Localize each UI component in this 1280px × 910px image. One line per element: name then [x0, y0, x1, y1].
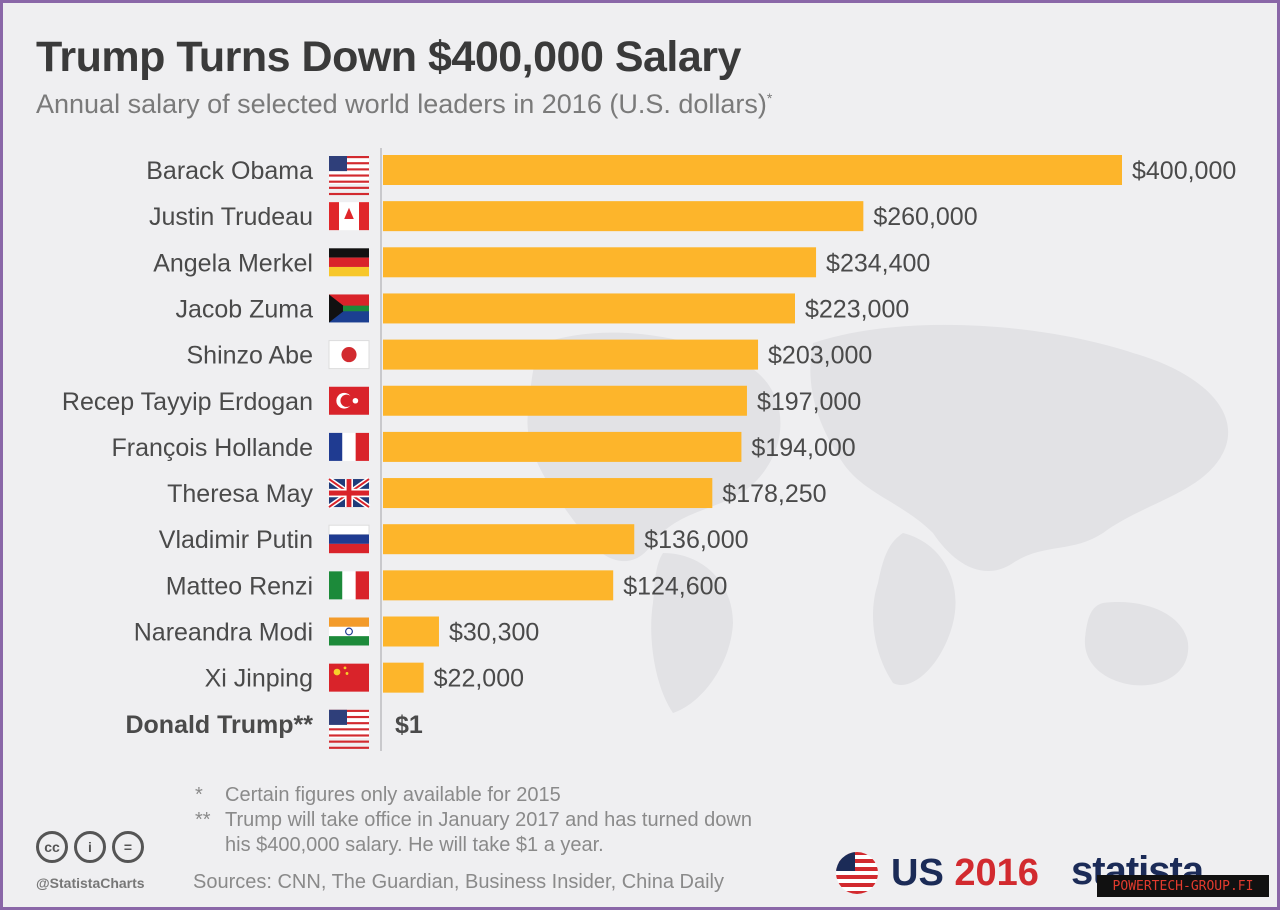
us-2016-label: US 2016	[891, 852, 1039, 895]
bar-row: Justin Trudeau $260,000	[149, 201, 978, 232]
footnote-text: Certain figures only available for 2015	[225, 784, 561, 806]
bar	[383, 339, 759, 370]
bar-row: Donald Trump** $1	[125, 709, 423, 749]
footnote-text: Trump will take office in January 2017 a…	[225, 809, 752, 831]
value-label: $400,000	[1132, 157, 1236, 185]
bar	[383, 201, 864, 232]
bar	[383, 247, 817, 278]
value-label: $136,000	[644, 526, 748, 554]
footnote-mark: *	[195, 784, 203, 806]
category-label: François Hollande	[112, 434, 314, 462]
bar-row: Nareandra Modi $30,300	[134, 616, 539, 647]
footnote-2: ** Trump will take office in January 2017…	[195, 808, 752, 833]
flag-us-icon	[329, 709, 369, 749]
chart-title: Trump Turns Down $400,000 Salary	[36, 33, 741, 81]
bar	[383, 155, 1122, 185]
bar-row: Barack Obama $400,000	[146, 155, 1236, 196]
bar	[383, 616, 439, 647]
no-derivatives-icon: =	[112, 831, 144, 863]
sources: Sources: CNN, The Guardian, Business Ins…	[193, 871, 724, 893]
category-label: Recep Tayyip Erdogan	[62, 388, 313, 416]
bar	[383, 431, 742, 462]
footnote-1: * Certain figures only available for 2015	[195, 783, 752, 808]
bar-row: Recep Tayyip Erdogan $197,000	[62, 385, 861, 416]
us-flag-circle-icon	[836, 852, 878, 894]
footnote-mark: **	[195, 809, 211, 831]
bar-row: Theresa May $178,250	[167, 477, 827, 510]
category-label: Matteo Renzi	[166, 572, 313, 600]
flag-germany-icon	[329, 248, 369, 277]
watermark: POWERTECH-GROUP.FI	[1097, 875, 1269, 897]
value-label: $203,000	[768, 342, 872, 370]
bar-row: Jacob Zuma $223,000	[175, 293, 909, 324]
value-label: $194,000	[751, 434, 855, 462]
flag-south-africa-icon	[329, 294, 369, 323]
license-icons: cc i =	[36, 831, 144, 863]
bar	[383, 478, 713, 509]
us-year: 2016	[954, 851, 1039, 894]
bar	[383, 524, 635, 555]
value-label: $223,000	[805, 295, 909, 323]
flag-italy-icon	[329, 571, 369, 600]
bar-row: Vladimir Putin $136,000	[159, 524, 749, 555]
footnote-2-continued: his $400,000 salary. He will take $1 a y…	[195, 833, 752, 858]
category-label: Nareandra Modi	[134, 619, 313, 647]
category-label: Donald Trump**	[125, 711, 313, 739]
bar-row: Xi Jinping $22,000	[205, 662, 524, 693]
bar	[383, 293, 795, 324]
category-label: Angela Merkel	[153, 249, 313, 277]
flag-uk-icon	[327, 477, 371, 510]
category-label: Jacob Zuma	[175, 295, 313, 323]
bar	[383, 662, 424, 693]
bar	[383, 570, 614, 601]
bar-row: François Hollande $194,000	[112, 431, 856, 462]
flag-india-icon	[329, 617, 369, 646]
flag-us-icon	[329, 156, 369, 196]
value-label: $1	[395, 711, 423, 739]
category-label: Theresa May	[167, 480, 313, 508]
flag-china-icon	[329, 663, 369, 692]
value-label: $234,400	[826, 249, 930, 277]
flag-france-icon	[329, 432, 369, 461]
subtitle-text: Annual salary of selected world leaders …	[36, 89, 767, 119]
statista-handle: @StatistaCharts	[36, 875, 145, 891]
category-label: Shinzo Abe	[187, 342, 314, 370]
us-2016-badge: US 2016	[835, 851, 1039, 895]
category-label: Xi Jinping	[205, 665, 313, 693]
bar-row: Shinzo Abe $203,000	[187, 339, 872, 370]
value-label: $197,000	[757, 388, 861, 416]
bar-row: Angela Merkel $234,400	[153, 247, 930, 278]
footnotes: * Certain figures only available for 2015…	[195, 783, 752, 858]
bar-row: Matteo Renzi $124,600	[166, 570, 727, 601]
bar-chart: Barack Obama $400,000 Justin Trudeau $260,0…	[62, 148, 1236, 751]
footnote-text: his $400,000 salary. He will take $1 a y…	[225, 834, 604, 856]
flag-russia-icon	[328, 524, 370, 554]
value-label: $30,300	[449, 619, 539, 647]
value-label: $124,600	[623, 572, 727, 600]
bar	[383, 385, 747, 416]
us-label: US	[891, 851, 944, 894]
flag-canada-icon	[329, 202, 369, 231]
chart-subtitle: Annual salary of selected world leaders …	[36, 89, 772, 120]
category-label: Vladimir Putin	[159, 526, 313, 554]
flag-turkey-icon	[329, 386, 369, 415]
value-label: $22,000	[434, 665, 524, 693]
attribution-icon: i	[74, 831, 106, 863]
creative-commons-icon: cc	[36, 831, 68, 863]
subtitle-footnote-mark: *	[766, 90, 773, 106]
category-label: Justin Trudeau	[149, 203, 313, 231]
category-label: Barack Obama	[146, 157, 313, 185]
flag-japan-icon	[328, 340, 370, 370]
value-label: $260,000	[873, 203, 977, 231]
value-label: $178,250	[722, 480, 826, 508]
